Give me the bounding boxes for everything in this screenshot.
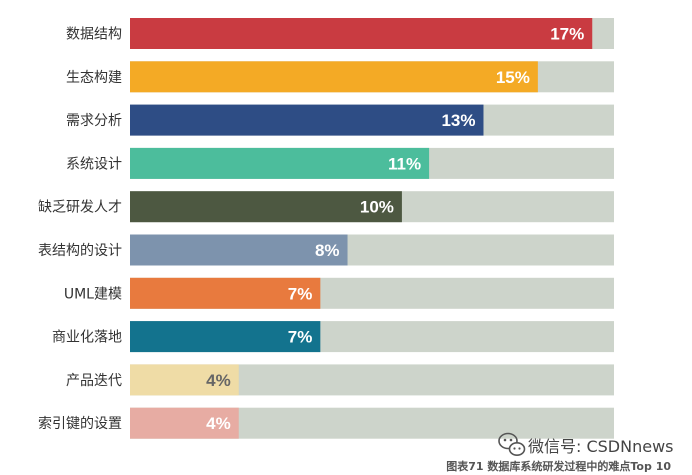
watermark-text: 微信号: CSDNnews — [528, 437, 674, 456]
value-label: 13% — [441, 111, 475, 130]
category-label: 商业化落地 — [52, 330, 122, 346]
category-label: 表结构的设计 — [38, 243, 122, 259]
value-label: 8% — [315, 241, 340, 260]
value-label: 15% — [496, 68, 530, 87]
bar — [130, 321, 321, 353]
value-labels: 17% 15% 13% 11% 10% 8% 7% 7% 4% 4% — [206, 25, 584, 434]
bar — [130, 277, 321, 309]
value-label: 11% — [388, 154, 421, 173]
category-label: 产品迭代 — [66, 373, 122, 389]
bar — [130, 407, 239, 439]
value-label: 10% — [360, 198, 394, 217]
category-label: 索引键的设置 — [38, 415, 122, 432]
value-label: 7% — [288, 284, 313, 303]
bar — [130, 191, 402, 223]
chart-caption: 图表71 数据库系统研发过程中的难点Top 10 — [446, 459, 671, 473]
category-label: 生态构建 — [66, 70, 122, 86]
watermark: 微信号: CSDNnews — [498, 432, 674, 456]
bar — [130, 234, 348, 266]
category-label: 需求分析 — [66, 113, 122, 129]
bar — [130, 364, 239, 396]
bar — [130, 104, 484, 136]
category-label: 系统设计 — [66, 156, 122, 172]
value-label: 17% — [550, 25, 584, 44]
bar — [130, 61, 538, 93]
category-label: UML建模 — [64, 286, 122, 302]
bar — [130, 147, 430, 179]
bars — [130, 18, 593, 439]
category-label: 缺乏研发人才 — [38, 200, 122, 216]
value-label: 4% — [206, 414, 231, 433]
value-label: 4% — [206, 371, 231, 390]
value-label: 7% — [288, 328, 313, 347]
wechat-icon — [498, 432, 526, 456]
bar — [130, 18, 593, 49]
category-label: 数据结构 — [66, 27, 122, 43]
